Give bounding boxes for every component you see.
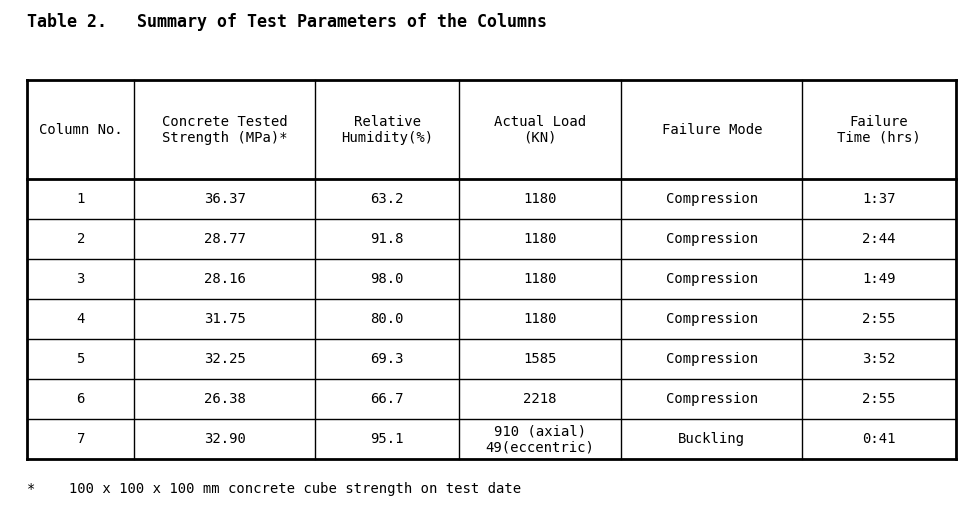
Text: 2: 2 xyxy=(76,232,85,246)
Text: 1180: 1180 xyxy=(524,192,557,206)
Text: Column No.: Column No. xyxy=(39,123,122,136)
Text: Compression: Compression xyxy=(665,272,758,286)
Text: Buckling: Buckling xyxy=(678,432,745,446)
Text: 0:41: 0:41 xyxy=(862,432,896,446)
Text: 2:55: 2:55 xyxy=(862,312,896,326)
Text: 28.16: 28.16 xyxy=(203,272,245,286)
Text: 1: 1 xyxy=(76,192,85,206)
Text: 910 (axial)
49(eccentric): 910 (axial) 49(eccentric) xyxy=(486,424,595,455)
Text: 2218: 2218 xyxy=(524,392,557,406)
Text: Concrete Tested
Strength (MPa)*: Concrete Tested Strength (MPa)* xyxy=(162,115,287,145)
Text: Relative
Humidity(%): Relative Humidity(%) xyxy=(341,115,433,145)
Text: 66.7: 66.7 xyxy=(370,392,404,406)
Text: Failure
Time (hrs): Failure Time (hrs) xyxy=(837,115,920,145)
Text: 28.77: 28.77 xyxy=(203,232,245,246)
Text: 1:49: 1:49 xyxy=(862,272,896,286)
Text: 91.8: 91.8 xyxy=(370,232,404,246)
Text: 7: 7 xyxy=(76,432,85,446)
Text: 3:52: 3:52 xyxy=(862,352,896,366)
Text: 1:37: 1:37 xyxy=(862,192,896,206)
Text: 69.3: 69.3 xyxy=(370,352,404,366)
Text: 32.25: 32.25 xyxy=(203,352,245,366)
Text: 1180: 1180 xyxy=(524,272,557,286)
Text: 2:55: 2:55 xyxy=(862,392,896,406)
Text: Compression: Compression xyxy=(665,312,758,326)
Text: Compression: Compression xyxy=(665,232,758,246)
Text: Actual Load
(KN): Actual Load (KN) xyxy=(494,115,586,145)
Text: Compression: Compression xyxy=(665,392,758,406)
Text: *    100 x 100 x 100 mm concrete cube strength on test date: * 100 x 100 x 100 mm concrete cube stren… xyxy=(27,482,522,496)
Text: 1585: 1585 xyxy=(524,352,557,366)
Text: 1180: 1180 xyxy=(524,232,557,246)
Text: 31.75: 31.75 xyxy=(203,312,245,326)
Text: Table 2.   Summary of Test Parameters of the Columns: Table 2. Summary of Test Parameters of t… xyxy=(27,13,547,31)
Text: 2:44: 2:44 xyxy=(862,232,896,246)
Text: 5: 5 xyxy=(76,352,85,366)
Text: 3: 3 xyxy=(76,272,85,286)
Text: 1180: 1180 xyxy=(524,312,557,326)
Text: 32.90: 32.90 xyxy=(203,432,245,446)
Text: 4: 4 xyxy=(76,312,85,326)
Text: 98.0: 98.0 xyxy=(370,272,404,286)
Text: Failure Mode: Failure Mode xyxy=(661,123,762,136)
Text: 80.0: 80.0 xyxy=(370,312,404,326)
Text: 63.2: 63.2 xyxy=(370,192,404,206)
Text: Compression: Compression xyxy=(665,192,758,206)
Text: 95.1: 95.1 xyxy=(370,432,404,446)
Text: 36.37: 36.37 xyxy=(203,192,245,206)
Text: 6: 6 xyxy=(76,392,85,406)
Text: Compression: Compression xyxy=(665,352,758,366)
Text: 26.38: 26.38 xyxy=(203,392,245,406)
